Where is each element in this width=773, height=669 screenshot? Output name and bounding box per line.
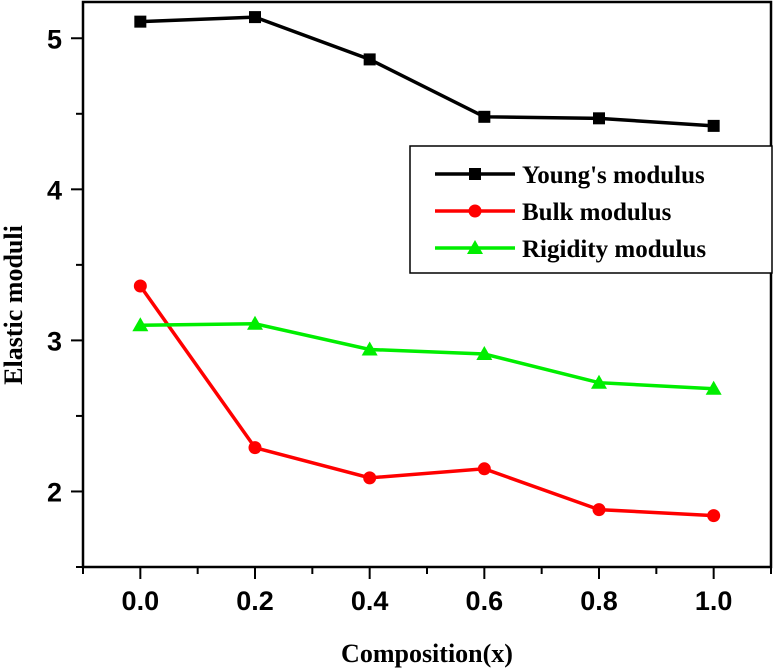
x-tick-label: 0.2 xyxy=(236,586,274,616)
series-circle xyxy=(133,279,721,523)
legend-label: Bulk modulus xyxy=(522,199,672,226)
legend-label: Young's modulus xyxy=(522,162,705,189)
legend-marker xyxy=(469,168,481,180)
series-line xyxy=(138,284,714,518)
x-tick-label: 0.4 xyxy=(351,586,389,616)
legend: Young's modulus Bulk modulus Rigidity modu… xyxy=(409,145,773,274)
data-point xyxy=(249,11,261,24)
legend-label: Rigidity modulus xyxy=(522,236,706,263)
x-tick-label: 1.0 xyxy=(695,586,733,616)
y-tick-label: 3 xyxy=(47,326,62,356)
y-tick-label: 2 xyxy=(47,477,62,507)
data-point xyxy=(707,509,721,523)
x-tick-label: 0.6 xyxy=(466,586,504,616)
data-point xyxy=(361,341,378,356)
y-tick-label: 5 xyxy=(47,24,62,54)
data-point xyxy=(476,345,493,360)
data-point xyxy=(592,503,606,517)
y-axis-title: Elastic moduli xyxy=(0,225,28,385)
legend-marker xyxy=(467,240,483,254)
legend-marker xyxy=(468,204,482,218)
data-point xyxy=(593,112,605,125)
x-tick-label: 0.8 xyxy=(580,586,618,616)
series-line xyxy=(140,322,714,391)
data-point xyxy=(134,15,147,28)
data-point xyxy=(477,462,491,476)
data-point xyxy=(247,315,263,330)
series-triangle xyxy=(132,315,722,395)
data-point xyxy=(707,119,720,132)
data-point xyxy=(478,110,491,123)
data-point xyxy=(591,374,607,389)
axes: 0.0 0.2 0.4 0.6 0.8 1.0 2 3 4 5 xyxy=(47,24,772,616)
data-point xyxy=(132,317,149,332)
data-point xyxy=(363,471,377,485)
data-point xyxy=(248,441,262,455)
data-point xyxy=(363,53,376,66)
data-point xyxy=(133,279,147,293)
series-line xyxy=(140,15,714,128)
x-tick-label: 0.0 xyxy=(122,586,160,616)
data-point xyxy=(705,380,722,395)
series-layer xyxy=(132,11,722,523)
x-axis-title: Composition(x) xyxy=(341,639,513,668)
series-square xyxy=(134,11,720,132)
y-tick-label: 4 xyxy=(47,175,62,205)
